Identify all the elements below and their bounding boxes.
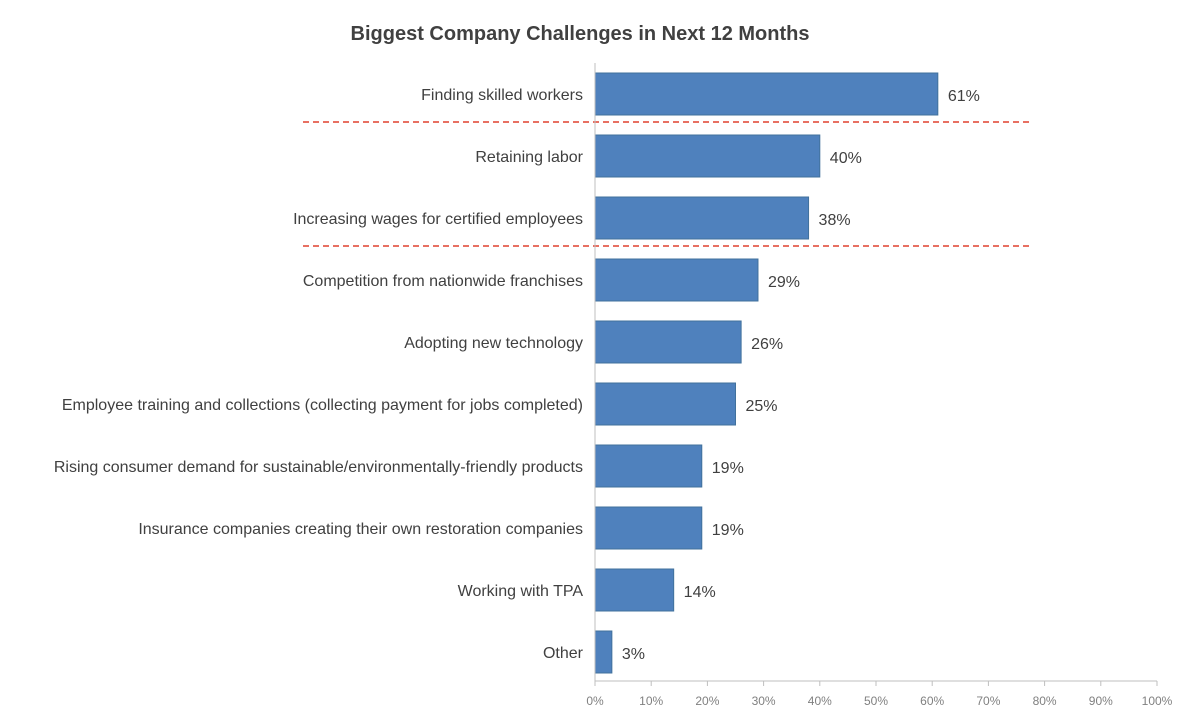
bar [594, 444, 703, 488]
x-tick-label: 90% [1089, 694, 1113, 708]
bar [594, 134, 821, 178]
data-label: 29% [768, 274, 800, 291]
category-label: Employee training and collections (colle… [62, 397, 583, 414]
category-label: Insurance companies creating their own r… [138, 521, 583, 538]
category-label: Increasing wages for certified employees [293, 211, 583, 228]
data-label: 19% [712, 522, 744, 539]
x-axis: 0% 10% 20% 30% 40% 50% 60% 70% 80% 90% 100% [586, 63, 1173, 708]
x-tick-label: 80% [1033, 694, 1057, 708]
data-label: 26% [751, 336, 783, 353]
x-tick-label: 40% [808, 694, 832, 708]
bar [594, 72, 939, 116]
category-label: Competition from nationwide franchises [303, 273, 583, 290]
data-label: 19% [712, 460, 744, 477]
bar [594, 320, 742, 364]
data-label: 38% [819, 212, 851, 229]
data-label: 40% [830, 150, 862, 167]
category-label: Working with TPA [458, 583, 584, 600]
bars-layer: Finding skilled workers 61% Retaining labo… [54, 72, 1032, 674]
x-tick-label: 50% [864, 694, 888, 708]
bar [594, 506, 703, 550]
x-tick-label: 10% [639, 694, 663, 708]
data-label: 14% [684, 584, 716, 601]
data-label: 3% [622, 646, 645, 663]
x-tick-label: 70% [976, 694, 1000, 708]
x-tick-label: 100% [1142, 694, 1173, 708]
category-label: Finding skilled workers [421, 87, 583, 104]
x-tick-label: 0% [586, 694, 604, 708]
bar [594, 630, 613, 674]
category-label: Rising consumer demand for sustainable/e… [54, 459, 583, 476]
bar [594, 568, 675, 612]
category-label: Retaining labor [475, 149, 583, 166]
x-tick-label: 60% [920, 694, 944, 708]
bar [594, 382, 736, 426]
category-label: Other [543, 645, 584, 662]
x-tick-label: 20% [695, 694, 719, 708]
chart-title: Biggest Company Challenges in Next 12 Mo… [351, 23, 810, 45]
x-tick-label: 30% [752, 694, 776, 708]
bar [594, 258, 759, 302]
data-label: 25% [746, 398, 778, 415]
category-label: Adopting new technology [404, 335, 583, 352]
bar [594, 196, 810, 240]
data-label: 61% [948, 88, 980, 105]
